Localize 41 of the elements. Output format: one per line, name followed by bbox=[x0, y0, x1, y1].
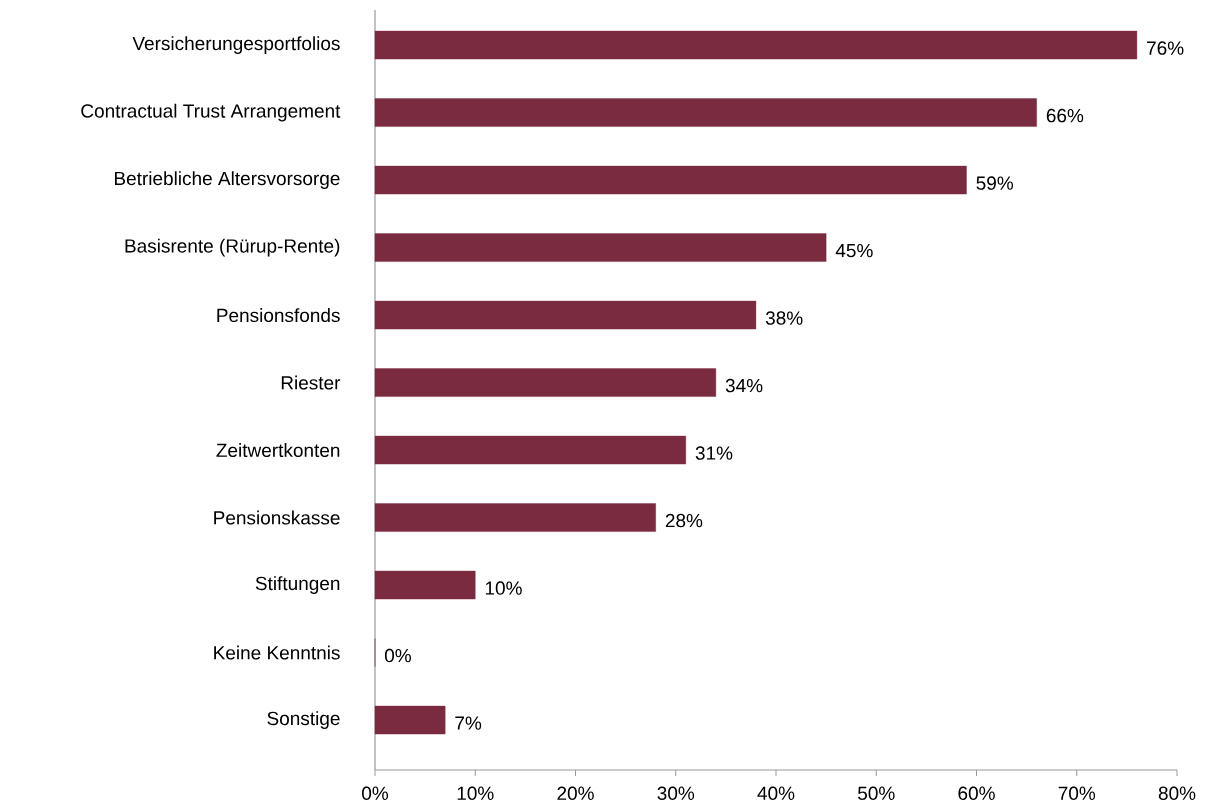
bar bbox=[374, 368, 717, 397]
y-tick-label: Riester bbox=[281, 375, 341, 390]
bar bbox=[374, 165, 967, 195]
y-tick-label: Keine Kenntnis bbox=[214, 645, 340, 660]
data-label: 76% bbox=[1147, 41, 1184, 55]
data-label: 28% bbox=[665, 513, 703, 528]
bar bbox=[374, 233, 827, 262]
x-tick-label: 40% bbox=[757, 786, 795, 800]
y-tick-label: Betriebliche Altersvorsorge bbox=[114, 171, 340, 189]
data-label: 10% bbox=[485, 581, 522, 595]
data-label: 66% bbox=[1046, 108, 1084, 123]
x-tick-label: 50% bbox=[858, 786, 895, 800]
x-tick-label: 10% bbox=[457, 786, 494, 800]
x-tick-label: 0% bbox=[362, 786, 389, 800]
data-label: 34% bbox=[725, 378, 763, 393]
data-label: 31% bbox=[695, 446, 733, 460]
bar bbox=[374, 705, 446, 735]
data-label: 59% bbox=[976, 176, 1014, 190]
y-tick-label: Sonstige bbox=[267, 711, 340, 729]
x-tick-label: 20% bbox=[557, 786, 594, 800]
bar bbox=[374, 570, 476, 600]
data-label: 7% bbox=[455, 716, 482, 730]
bar bbox=[374, 300, 757, 330]
data-label: 0% bbox=[384, 648, 411, 663]
y-tick-label: Basisrente (Rürup-Rente) bbox=[125, 238, 340, 257]
x-tick-label: 60% bbox=[958, 786, 995, 800]
x-tick-label: 80% bbox=[1158, 786, 1196, 800]
x-tick-label: 70% bbox=[1058, 786, 1096, 800]
data-label: 45% bbox=[835, 243, 873, 258]
y-tick-label: Pensionsfonds bbox=[217, 308, 340, 323]
y-tick-label: Contractual Trust Arrangement bbox=[81, 103, 341, 122]
bar bbox=[374, 435, 686, 465]
x-tick-label: 30% bbox=[657, 786, 695, 800]
y-tick-label: Stiftungen bbox=[255, 576, 340, 594]
bar bbox=[374, 98, 1037, 127]
bar bbox=[374, 30, 1138, 60]
data-label: 38% bbox=[765, 311, 803, 325]
bar bbox=[374, 503, 656, 532]
y-tick-label: Pensionskasse bbox=[214, 510, 340, 525]
y-tick-label: Zeitwertkonten bbox=[216, 443, 340, 458]
y-tick-label: Versicherungesportfolios bbox=[132, 36, 340, 54]
